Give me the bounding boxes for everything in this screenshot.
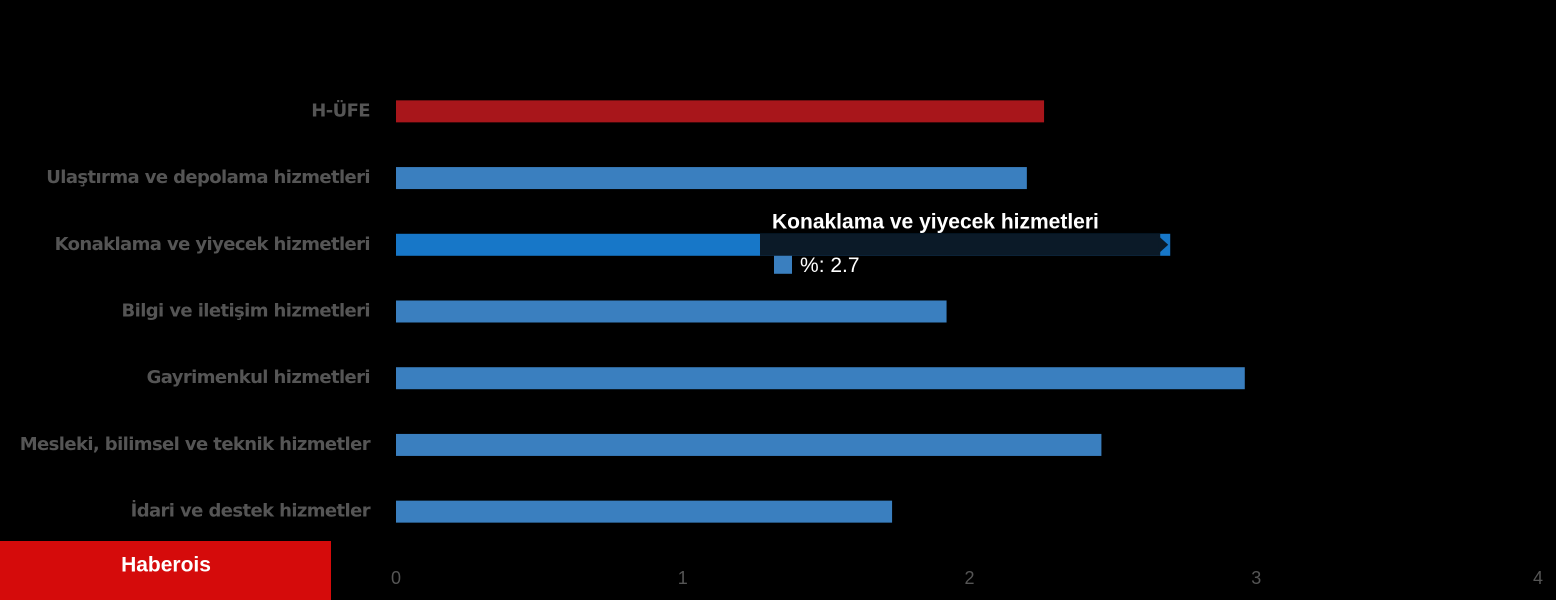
tooltip-title: Konaklama ve yiyecek hizmetleri [772, 210, 1099, 233]
tooltip-arrow [1158, 235, 1169, 254]
y-tick-label: Konaklama ve yiyecek hizmetleri [55, 234, 370, 255]
x-tick-label: 3 [1251, 568, 1261, 588]
tooltip-value: %: 2.7 [800, 253, 860, 276]
x-tick-label: 2 [964, 568, 974, 588]
bar [396, 367, 1245, 390]
bar [396, 167, 1027, 190]
y-tick-label: Mesleki, bilimsel ve teknik hizmetler [20, 434, 371, 455]
bar [396, 100, 1045, 123]
tooltip-series: % [800, 253, 819, 276]
bar [396, 500, 893, 523]
x-tick-label: 1 [678, 568, 688, 588]
x-tick-label: 0 [391, 568, 401, 588]
y-tick-label: İdari ve destek hizmetler [131, 500, 371, 522]
brand-box[interactable] [0, 541, 331, 600]
y-tick-label: Gayrimenkul hizmetleri [147, 367, 370, 388]
y-tick-label: Ulaştırma ve depolama hizmetleri [46, 167, 370, 188]
brand-label[interactable]: Haberois [121, 554, 211, 577]
tooltip-number: 2.7 [830, 253, 859, 276]
bar [396, 433, 1102, 456]
y-tick-label: Bilgi ve iletişim hizmetleri [122, 301, 370, 322]
tooltip-box [760, 233, 1161, 256]
tooltip-swatch [774, 255, 792, 274]
x-tick-label: 4 [1533, 568, 1543, 588]
tooltip-sep: : [819, 253, 831, 276]
y-tick-label: H-ÜFE [311, 99, 370, 121]
bar [396, 300, 947, 323]
tooltip: Konaklama ve yiyecek hizmetleri%: 2.7 [760, 210, 1169, 276]
